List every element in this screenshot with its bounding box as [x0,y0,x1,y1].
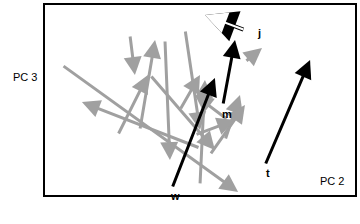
svg-text:PC 2: PC 2 [320,175,344,187]
svg-text:w: w [170,190,180,202]
svg-text:m: m [222,108,232,120]
svg-text:PC 3: PC 3 [13,71,37,83]
svg-text:j: j [257,27,261,39]
svg-text:t: t [266,167,270,179]
